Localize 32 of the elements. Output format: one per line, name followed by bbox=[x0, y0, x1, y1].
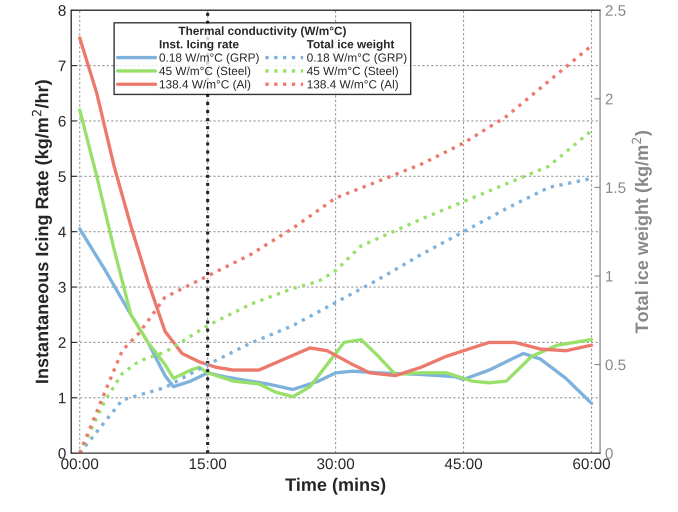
legend-label: 0.18 W/m°C (GRP) bbox=[307, 53, 406, 64]
y-axis-title: Instantaneous Icing Rate (kg/m$^{2}$/hr) bbox=[32, 80, 52, 383]
y2-tick-label: 1 bbox=[606, 270, 613, 282]
x-tick-label: 15:00 bbox=[190, 458, 226, 470]
y2-tick-label: 0 bbox=[605, 448, 613, 459]
x-tick-label: 00:00 bbox=[61, 458, 98, 470]
legend-label: 138.4 W/m°C (Al) bbox=[160, 80, 250, 91]
legend-label: 0.18 W/m°C (GRP) bbox=[159, 53, 259, 64]
x-tick-label: 60:00 bbox=[573, 458, 610, 470]
y-tick-label: 0 bbox=[58, 448, 66, 459]
y-tick-label: 5 bbox=[58, 171, 66, 182]
y-tick-label: 8 bbox=[58, 5, 66, 16]
annotation: Inst. Icing rate bbox=[160, 40, 239, 51]
y2-tick-label: 1.5 bbox=[606, 182, 626, 194]
legend-label: 138.4 W/m°C (Al) bbox=[308, 80, 398, 91]
legend-label: 45 W/m°C (Steel) bbox=[306, 66, 398, 78]
y2-tick-label: 2 bbox=[606, 94, 613, 104]
y-tick-label: 6 bbox=[58, 116, 66, 127]
x-axis-title: Time (mins) bbox=[285, 478, 386, 495]
y2-tick-label: 0.5 bbox=[605, 359, 626, 370]
x-tick-label: 30:00 bbox=[317, 458, 354, 470]
x-tick-label: 45:00 bbox=[444, 458, 482, 470]
y2-axis-title: Total ice weight (kg/m$^{2}$) bbox=[632, 130, 652, 334]
y-tick-label: 4 bbox=[58, 226, 66, 238]
y-tick-label: 1 bbox=[59, 392, 66, 404]
legend-title: Thermal conductivity (W/m°C) bbox=[178, 26, 346, 38]
annotation: Total ice weight bbox=[306, 40, 394, 51]
y-tick-label: 2 bbox=[58, 337, 66, 348]
y-tick-label: 3 bbox=[58, 282, 66, 293]
y2-tick-label: 2.5 bbox=[606, 5, 626, 16]
y-tick-label: 7 bbox=[58, 60, 66, 72]
legend-label: 45 W/m°C (Steel) bbox=[159, 66, 250, 78]
